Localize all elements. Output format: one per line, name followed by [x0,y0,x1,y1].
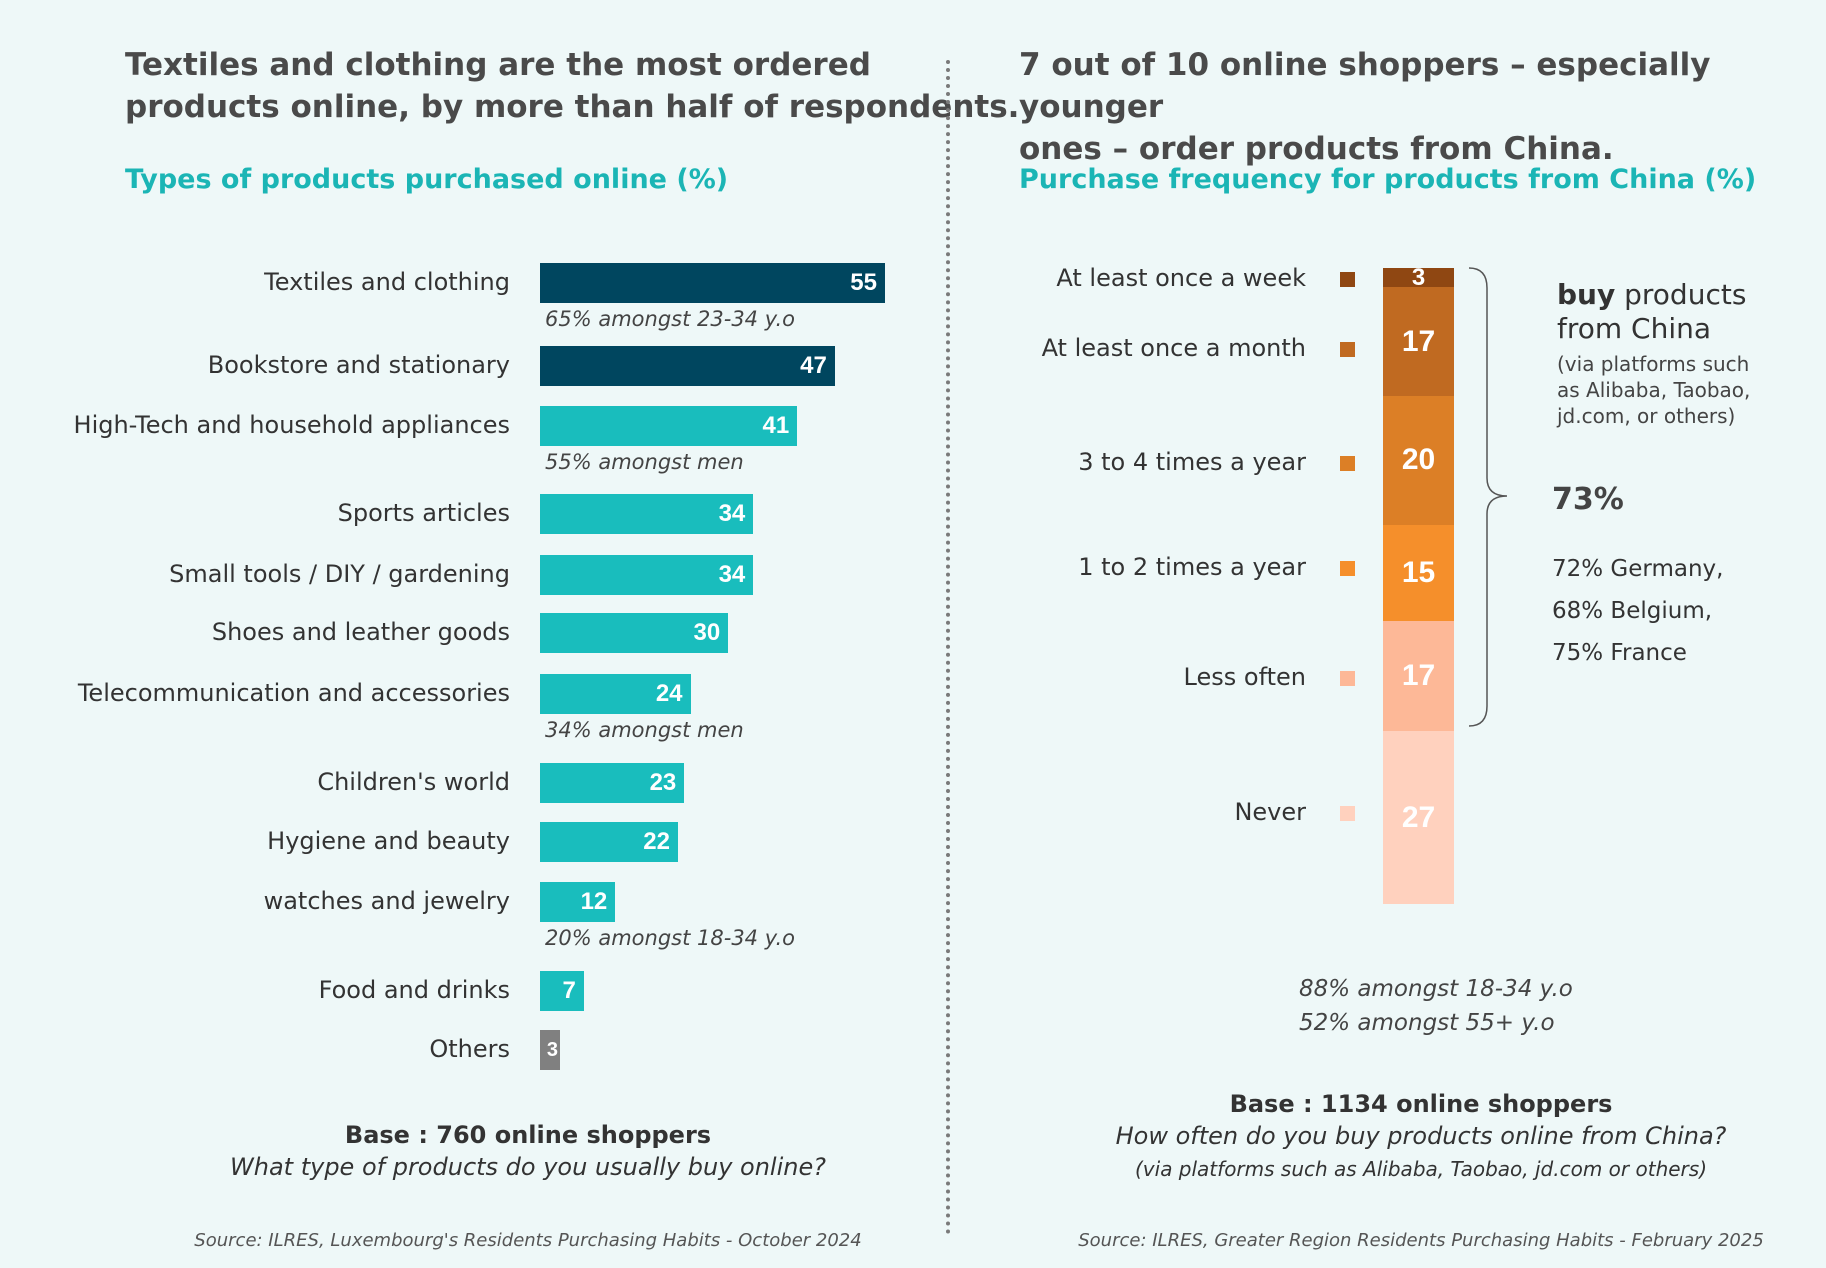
bar-value-label: 22 [643,828,670,855]
right-question-sub: (via platforms such as Alibaba, Taobao, … [1134,1157,1708,1181]
legend-swatch [1340,806,1355,821]
bar: 12 [540,882,616,922]
buy-line2: from China [1557,312,1712,345]
bar: 34 [540,555,754,595]
segment-value-label: 20 [1401,443,1436,477]
category-label: Hygiene and beauty [267,827,510,855]
left-headline-line1: Textiles and clothing are the most order… [125,47,871,83]
frequency-label: Less often [1183,663,1306,691]
left-chart-title: Types of products purchased online (%) [125,164,729,195]
category-label: watches and jewelry [263,887,510,915]
bar: 30 [540,613,729,653]
country-france: 75% France [1552,640,1687,666]
bracket [1468,267,1508,727]
bar: 55 [540,263,885,303]
buy-rest: products [1615,278,1747,311]
category-label: Textiles and clothing [264,268,510,296]
bar: 22 [540,822,678,862]
frequency-label: At least once a month [1041,334,1306,362]
right-headline: 7 out of 10 online shoppers – especially… [1019,44,1826,170]
bar-note: 34% amongst men [545,718,744,742]
segment-value-label: 3 [1411,264,1426,291]
stack-segment: 27 [1383,730,1454,904]
category-label: High-Tech and household appliances [73,411,510,439]
platforms-line3: jd.com, or others) [1557,404,1736,428]
age-notes: 88% amongst 18-34 y.o 52% amongst 55+ y.… [1299,972,1573,1040]
category-label: Shoes and leather goods [211,618,510,646]
buy-bold: buy [1557,278,1616,311]
left-headline: Textiles and clothing are the most order… [125,44,1019,128]
bar-value-label: 30 [693,619,721,646]
bar-value-label: 23 [649,769,677,796]
country-belgium: 68% Belgium, [1552,598,1713,624]
buy-line1: buy products [1557,278,1746,312]
right-headline-line2: ones – order products from China. [1019,131,1614,167]
stack-segment: 17 [1383,287,1454,397]
right-chart-title: Purchase frequency for products from Chi… [1019,164,1757,195]
country-germany: 72% Germany, [1552,556,1724,582]
bar-value-label: 24 [655,680,683,707]
right-headline-line1: 7 out of 10 online shoppers – especially… [1019,47,1711,125]
bar: 23 [540,763,685,803]
category-label: Small tools / DIY / gardening [169,560,510,588]
bar: 24 [540,674,691,714]
bar-value-label: 34 [718,561,746,588]
left-source: Source: ILRES, Luxembourg's Residents Pu… [194,1230,862,1251]
bar-value-label: 55 [850,269,877,296]
bar-value-label: 34 [718,500,746,527]
category-label: Food and drinks [318,976,510,1004]
total-percentage: 73% [1552,482,1624,517]
legend-swatch [1340,456,1355,471]
right-question: How often do you buy products online fro… [1115,1122,1727,1150]
frequency-label: 1 to 2 times a year [1078,553,1306,581]
category-label: Others [429,1035,510,1063]
bar: 47 [540,346,835,386]
bar-note: 65% amongst 23-34 y.o [545,307,796,331]
frequency-label: 3 to 4 times a year [1078,448,1306,476]
bar-value-label: 47 [800,352,827,379]
bar-value-label: 12 [580,888,608,915]
category-label: Sports articles [337,499,510,527]
category-label: Telecommunication and accessories [77,679,510,707]
age-note-old: 52% amongst 55+ y.o [1299,1010,1555,1036]
stack-segment: 3 [1383,264,1454,291]
stack-segment: 17 [1383,621,1454,731]
frequency-label: Never [1234,798,1306,826]
age-note-young: 88% amongst 18-34 y.o [1299,976,1573,1002]
segment-value-label: 17 [1401,659,1436,693]
right-base: Base : 1134 online shoppers [1229,1090,1613,1118]
legend-swatch [1340,272,1355,287]
legend-swatch [1340,671,1355,686]
bar: 7 [540,971,584,1011]
category-label: Children's world [317,768,510,796]
segment-value-label: 15 [1401,555,1436,589]
bar-value-label: 3 [546,1039,558,1061]
segment-value-label: 27 [1401,800,1436,834]
platforms-line1: (via platforms such [1557,352,1750,376]
buy-from-china-label: buy products from China [1557,278,1746,346]
stack-segment: 15 [1383,524,1454,622]
bar: 34 [540,494,754,534]
country-breakdown: 72% Germany, 68% Belgium, 75% France [1552,548,1723,674]
left-question: What type of products do you usually buy… [230,1153,826,1181]
stack-segment: 20 [1383,396,1454,525]
bar-note: 55% amongst men [545,450,744,474]
platforms-line2: as Alibaba, Taobao, [1557,378,1751,402]
bar-note: 20% amongst 18-34 y.o [545,926,796,950]
bar-value-label: 7 [562,977,576,1004]
segment-value-label: 17 [1401,325,1436,359]
panel-divider [946,60,950,1235]
left-headline-line2: products online, by more than half of re… [125,89,1020,125]
bar-value-label: 41 [762,412,790,439]
left-base: Base : 760 online shoppers [344,1121,712,1149]
legend-swatch [1340,342,1355,357]
bar: 3 [540,1030,560,1070]
bar: 41 [540,406,798,446]
platforms-note: (via platforms such as Alibaba, Taobao, … [1557,351,1750,429]
right-source: Source: ILRES, Greater Region Residents … [1078,1230,1764,1251]
frequency-label: At least once a week [1056,264,1306,292]
category-label: Bookstore and stationary [207,351,510,379]
legend-swatch [1340,561,1355,576]
